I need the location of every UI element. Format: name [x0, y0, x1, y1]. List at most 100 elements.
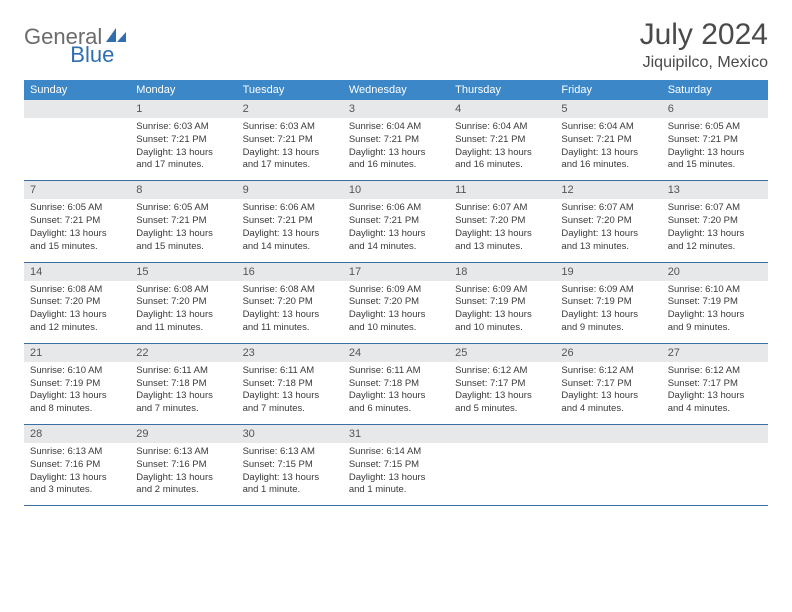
- week-row: 28Sunrise: 6:13 AMSunset: 7:16 PMDayligh…: [24, 425, 768, 506]
- sunset-text: Sunset: 7:18 PM: [136, 378, 230, 391]
- day-details: Sunrise: 6:13 AMSunset: 7:16 PMDaylight:…: [24, 443, 130, 505]
- sunrise-text: Sunrise: 6:14 AM: [349, 446, 443, 459]
- day-header-thu: Thursday: [449, 80, 555, 100]
- day-cell: 3Sunrise: 6:04 AMSunset: 7:21 PMDaylight…: [343, 100, 449, 181]
- day-cell: [449, 425, 555, 506]
- day-number: 27: [662, 344, 768, 362]
- day-cell: 22Sunrise: 6:11 AMSunset: 7:18 PMDayligh…: [130, 343, 236, 424]
- sunset-text: Sunset: 7:21 PM: [561, 134, 655, 147]
- sunrise-text: Sunrise: 6:10 AM: [668, 284, 762, 297]
- daylight-text: Daylight: 13 hours and 12 minutes.: [668, 228, 762, 254]
- sunset-text: Sunset: 7:18 PM: [349, 378, 443, 391]
- day-number: 14: [24, 263, 130, 281]
- day-number: 23: [237, 344, 343, 362]
- sunset-text: Sunset: 7:21 PM: [136, 134, 230, 147]
- daylight-text: Daylight: 13 hours and 3 minutes.: [30, 472, 124, 498]
- sunrise-text: Sunrise: 6:11 AM: [243, 365, 337, 378]
- sunset-text: Sunset: 7:21 PM: [243, 134, 337, 147]
- day-number: 17: [343, 263, 449, 281]
- sunset-text: Sunset: 7:19 PM: [668, 296, 762, 309]
- daylight-text: Daylight: 13 hours and 11 minutes.: [136, 309, 230, 335]
- sunrise-text: Sunrise: 6:08 AM: [243, 284, 337, 297]
- sunset-text: Sunset: 7:20 PM: [243, 296, 337, 309]
- daylight-text: Daylight: 13 hours and 9 minutes.: [668, 309, 762, 335]
- day-details: Sunrise: 6:06 AMSunset: 7:21 PMDaylight:…: [343, 199, 449, 261]
- day-cell: [24, 100, 130, 181]
- day-details: Sunrise: 6:11 AMSunset: 7:18 PMDaylight:…: [130, 362, 236, 424]
- sunrise-text: Sunrise: 6:03 AM: [243, 121, 337, 134]
- day-details: Sunrise: 6:12 AMSunset: 7:17 PMDaylight:…: [449, 362, 555, 424]
- day-cell: 4Sunrise: 6:04 AMSunset: 7:21 PMDaylight…: [449, 100, 555, 181]
- sunrise-text: Sunrise: 6:04 AM: [455, 121, 549, 134]
- sunrise-text: Sunrise: 6:13 AM: [243, 446, 337, 459]
- day-header-row: Sunday Monday Tuesday Wednesday Thursday…: [24, 80, 768, 100]
- sunrise-text: Sunrise: 6:06 AM: [349, 202, 443, 215]
- day-details: [555, 443, 661, 503]
- sunset-text: Sunset: 7:21 PM: [455, 134, 549, 147]
- day-number: 25: [449, 344, 555, 362]
- day-number: 6: [662, 100, 768, 118]
- day-cell: 17Sunrise: 6:09 AMSunset: 7:20 PMDayligh…: [343, 262, 449, 343]
- day-number: 5: [555, 100, 661, 118]
- daylight-text: Daylight: 13 hours and 14 minutes.: [349, 228, 443, 254]
- daylight-text: Daylight: 13 hours and 5 minutes.: [455, 390, 549, 416]
- day-details: [662, 443, 768, 503]
- sunrise-text: Sunrise: 6:08 AM: [136, 284, 230, 297]
- day-header-wed: Wednesday: [343, 80, 449, 100]
- sunset-text: Sunset: 7:21 PM: [349, 134, 443, 147]
- sunset-text: Sunset: 7:21 PM: [30, 215, 124, 228]
- week-row: 1Sunrise: 6:03 AMSunset: 7:21 PMDaylight…: [24, 100, 768, 181]
- sunrise-text: Sunrise: 6:07 AM: [455, 202, 549, 215]
- sunrise-text: Sunrise: 6:09 AM: [561, 284, 655, 297]
- day-number: 30: [237, 425, 343, 443]
- sunset-text: Sunset: 7:16 PM: [136, 459, 230, 472]
- day-cell: [555, 425, 661, 506]
- daylight-text: Daylight: 13 hours and 15 minutes.: [668, 147, 762, 173]
- day-details: Sunrise: 6:10 AMSunset: 7:19 PMDaylight:…: [24, 362, 130, 424]
- sunset-text: Sunset: 7:21 PM: [136, 215, 230, 228]
- day-cell: 15Sunrise: 6:08 AMSunset: 7:20 PMDayligh…: [130, 262, 236, 343]
- daylight-text: Daylight: 13 hours and 11 minutes.: [243, 309, 337, 335]
- sunrise-text: Sunrise: 6:07 AM: [561, 202, 655, 215]
- day-cell: 12Sunrise: 6:07 AMSunset: 7:20 PMDayligh…: [555, 181, 661, 262]
- sunset-text: Sunset: 7:17 PM: [455, 378, 549, 391]
- day-cell: 13Sunrise: 6:07 AMSunset: 7:20 PMDayligh…: [662, 181, 768, 262]
- sunset-text: Sunset: 7:21 PM: [668, 134, 762, 147]
- day-cell: 16 Sunrise: 6:08 AMSunset: 7:20 PMDayligh…: [237, 262, 343, 343]
- day-number: 16: [237, 263, 343, 281]
- day-cell: 9Sunrise: 6:06 AMSunset: 7:21 PMDaylight…: [237, 181, 343, 262]
- day-header-mon: Monday: [130, 80, 236, 100]
- sunset-text: Sunset: 7:17 PM: [668, 378, 762, 391]
- day-details: Sunrise: 6:04 AMSunset: 7:21 PMDaylight:…: [555, 118, 661, 180]
- day-details: Sunrise: 6:09 AMSunset: 7:19 PMDaylight:…: [555, 281, 661, 343]
- sunset-text: Sunset: 7:15 PM: [349, 459, 443, 472]
- day-cell: 29Sunrise: 6:13 AMSunset: 7:16 PMDayligh…: [130, 425, 236, 506]
- daylight-text: Daylight: 13 hours and 13 minutes.: [455, 228, 549, 254]
- sunrise-text: Sunrise: 6:12 AM: [455, 365, 549, 378]
- sunrise-text: Sunrise: 6:12 AM: [561, 365, 655, 378]
- day-cell: 19Sunrise: 6:09 AMSunset: 7:19 PMDayligh…: [555, 262, 661, 343]
- sunrise-text: Sunrise: 6:03 AM: [136, 121, 230, 134]
- week-row: 21Sunrise: 6:10 AMSunset: 7:19 PMDayligh…: [24, 343, 768, 424]
- day-header-sun: Sunday: [24, 80, 130, 100]
- day-details: Sunrise: 6:04 AMSunset: 7:21 PMDaylight:…: [343, 118, 449, 180]
- sunrise-text: Sunrise: 6:09 AM: [349, 284, 443, 297]
- week-row: 7Sunrise: 6:05 AMSunset: 7:21 PMDaylight…: [24, 181, 768, 262]
- daylight-text: Daylight: 13 hours and 1 minute.: [243, 472, 337, 498]
- day-number: 8: [130, 181, 236, 199]
- day-details: Sunrise: 6:11 AMSunset: 7:18 PMDaylight:…: [237, 362, 343, 424]
- day-number: 24: [343, 344, 449, 362]
- day-number: 26: [555, 344, 661, 362]
- day-number: [662, 425, 768, 443]
- daylight-text: Daylight: 13 hours and 17 minutes.: [136, 147, 230, 173]
- daylight-text: Daylight: 13 hours and 13 minutes.: [561, 228, 655, 254]
- month-title: July 2024: [640, 18, 768, 52]
- day-number: [24, 100, 130, 118]
- sunset-text: Sunset: 7:21 PM: [243, 215, 337, 228]
- day-details: Sunrise: 6:13 AMSunset: 7:15 PMDaylight:…: [237, 443, 343, 505]
- sunset-text: Sunset: 7:20 PM: [136, 296, 230, 309]
- day-details: Sunrise: 6:05 AMSunset: 7:21 PMDaylight:…: [130, 199, 236, 261]
- sunrise-text: Sunrise: 6:11 AM: [136, 365, 230, 378]
- day-details: Sunrise: 6:08 AMSunset: 7:20 PMDaylight:…: [130, 281, 236, 343]
- day-number: 20: [662, 263, 768, 281]
